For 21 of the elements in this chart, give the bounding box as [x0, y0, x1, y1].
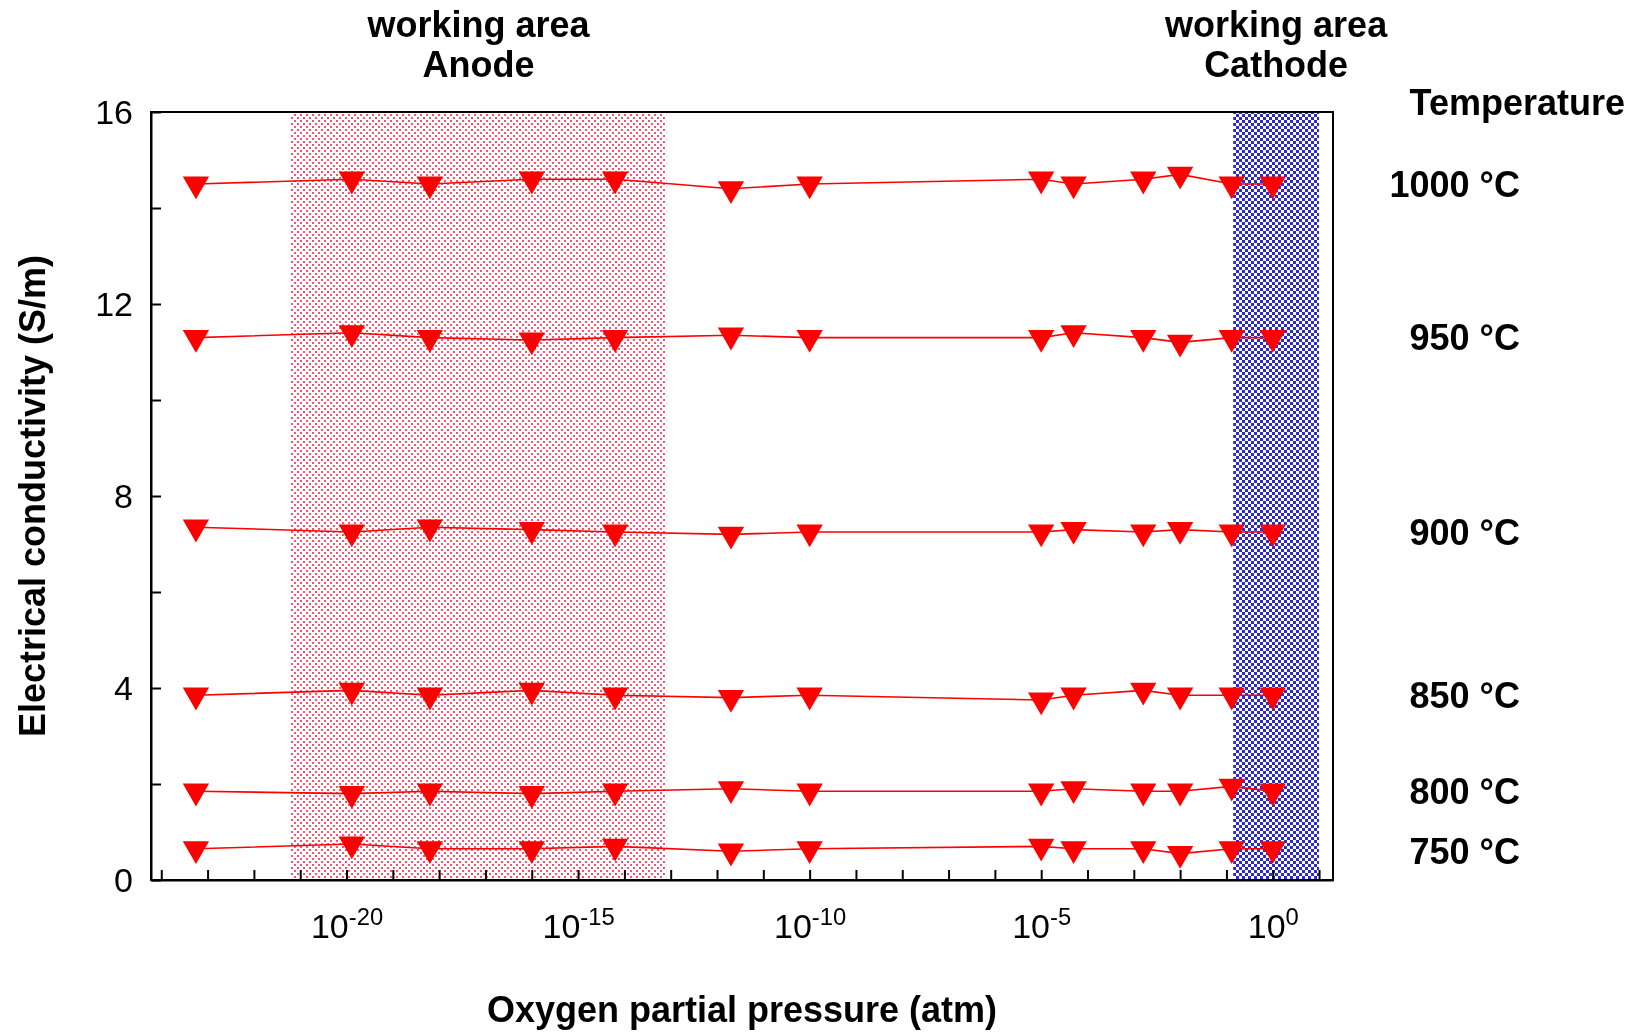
x-tick-label: 10$^{-15}$: [542, 902, 615, 945]
text: 800 °C: [1409, 770, 1520, 812]
band-label: working area Anode: [366, 4, 591, 85]
text: 900 °C: [1409, 511, 1520, 553]
text: 1000 °C: [1389, 163, 1520, 205]
x-tick-label: 10$^{-5}$: [1012, 902, 1072, 945]
y-tick-label: 12: [95, 285, 133, 324]
x-tick-label: 10$^{-10}$: [774, 902, 847, 945]
y-tick-label: 8: [114, 477, 133, 516]
x-axis-title: Oxygen partial pressure (atm): [486, 989, 998, 1030]
y-axis-title: Electrical conductivity (S/m): [12, 254, 53, 738]
text: 750 °C: [1409, 830, 1520, 872]
x-tick-label: 10$^{0}$: [1247, 902, 1299, 945]
band-label: working area Cathode: [1164, 4, 1389, 85]
y-tick-label: 4: [114, 669, 133, 708]
text: 950 °C: [1409, 317, 1520, 359]
y-tick-label: 0: [114, 861, 133, 900]
y-tick-label: 16: [95, 93, 133, 132]
text: 850 °C: [1409, 674, 1520, 716]
legend-title: Temperature: [1409, 82, 1625, 123]
x-tick-label: 10$^{-20}$: [310, 902, 384, 945]
